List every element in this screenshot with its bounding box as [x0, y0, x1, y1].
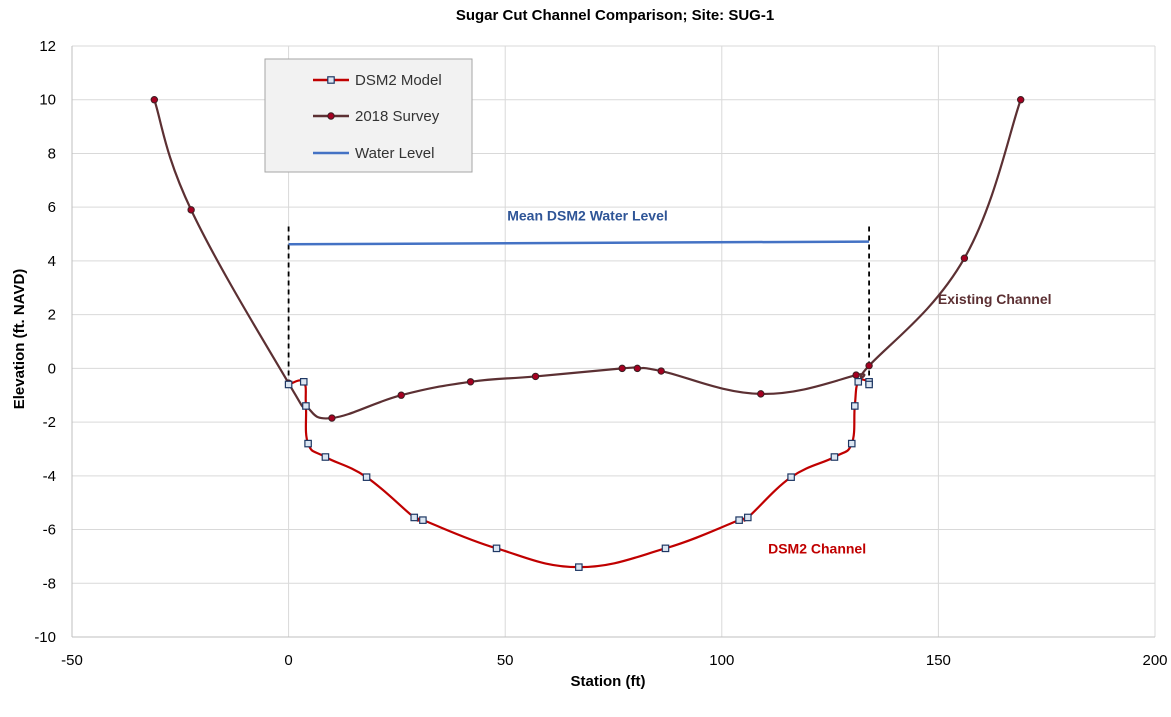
legend-label: DSM2 Model [355, 72, 442, 89]
data-point-circle [531, 372, 540, 381]
y-tick-label: 6 [48, 199, 56, 216]
y-tick-label: -6 [43, 522, 56, 539]
data-point-circle [397, 391, 405, 399]
data-point-circle [1017, 96, 1025, 104]
annotations: Mean DSM2 Water Level Existing Channel DSM… [507, 208, 1051, 557]
data-point-square [865, 380, 873, 389]
legend-marker-circle [327, 112, 335, 120]
legend-marker-square [327, 76, 335, 84]
chart-title: Sugar Cut Channel Comparison; Site: SUG-… [456, 7, 774, 24]
x-tick-label: 0 [284, 652, 292, 669]
x-tick-label: -50 [61, 652, 83, 669]
x-tick-label: 100 [709, 652, 734, 669]
data-point-square [854, 377, 863, 386]
data-point-circle [150, 96, 159, 104]
x-axis-title: Station (ft) [571, 673, 646, 690]
data-point-square [299, 377, 308, 386]
y-tick-label: 10 [39, 92, 56, 109]
data-point-square [830, 453, 839, 461]
y-tick-label: 2 [48, 307, 56, 324]
y-tick-label: -8 [43, 575, 56, 592]
data-point-circle [187, 206, 195, 214]
data-point-square [492, 544, 501, 553]
axes: -10 -8 -6 -4 -2 0 2 4 6 8 10 12 -50 0 50 100 150 200 [34, 38, 1167, 669]
y-axis-title: Elevation (ft. NAVD) [11, 269, 28, 410]
data-point-square [302, 402, 310, 410]
data-point-circle [618, 364, 626, 373]
x-tick-label: 200 [1142, 652, 1167, 669]
data-point-circle [852, 371, 860, 379]
annotation-label: Mean DSM2 Water Level [507, 208, 668, 224]
data-point-square [850, 402, 859, 410]
data-point-circle [657, 367, 665, 375]
series-line [288, 378, 872, 569]
annotation-label: DSM2 Channel [768, 541, 866, 557]
data-point-square [661, 544, 670, 553]
data-point-square [321, 453, 330, 461]
y-tick-label: 0 [48, 360, 56, 377]
series-water-level [288, 240, 870, 246]
y-tick-label: -2 [43, 414, 56, 431]
data-point-circle [865, 361, 873, 370]
series-layer [150, 96, 1025, 571]
legend: DSM2 Model 2018 Survey Water Level [264, 58, 473, 173]
data-point-square [410, 513, 419, 522]
annotation-label: Existing Channel [938, 291, 1052, 307]
legend-label: Water Level [355, 145, 434, 162]
data-point-circle [328, 414, 336, 422]
x-tick-label: 150 [926, 652, 951, 669]
y-tick-label: 4 [48, 253, 56, 270]
data-point-circle [633, 364, 642, 373]
legend-label: 2018 Survey [355, 108, 440, 125]
water-level-line [288, 240, 870, 246]
data-point-circle [466, 378, 475, 386]
x-tick-label: 50 [497, 652, 514, 669]
data-point-circle [757, 390, 765, 398]
data-point-square [284, 380, 293, 389]
y-tick-label: -4 [43, 468, 56, 485]
y-tick-label: 8 [48, 145, 56, 162]
data-point-square [847, 439, 856, 448]
data-point-square [575, 563, 583, 571]
series-dsm2-model [284, 377, 873, 571]
data-point-square [419, 516, 427, 524]
y-tick-label: -10 [34, 629, 56, 646]
data-point-square [735, 516, 743, 524]
data-point-square [362, 473, 371, 481]
y-tick-label: 12 [39, 38, 56, 55]
data-point-square [304, 439, 312, 448]
data-point-circle [960, 254, 969, 262]
data-point-square [787, 473, 795, 481]
legend-box [264, 58, 473, 173]
data-point-square [743, 513, 752, 522]
